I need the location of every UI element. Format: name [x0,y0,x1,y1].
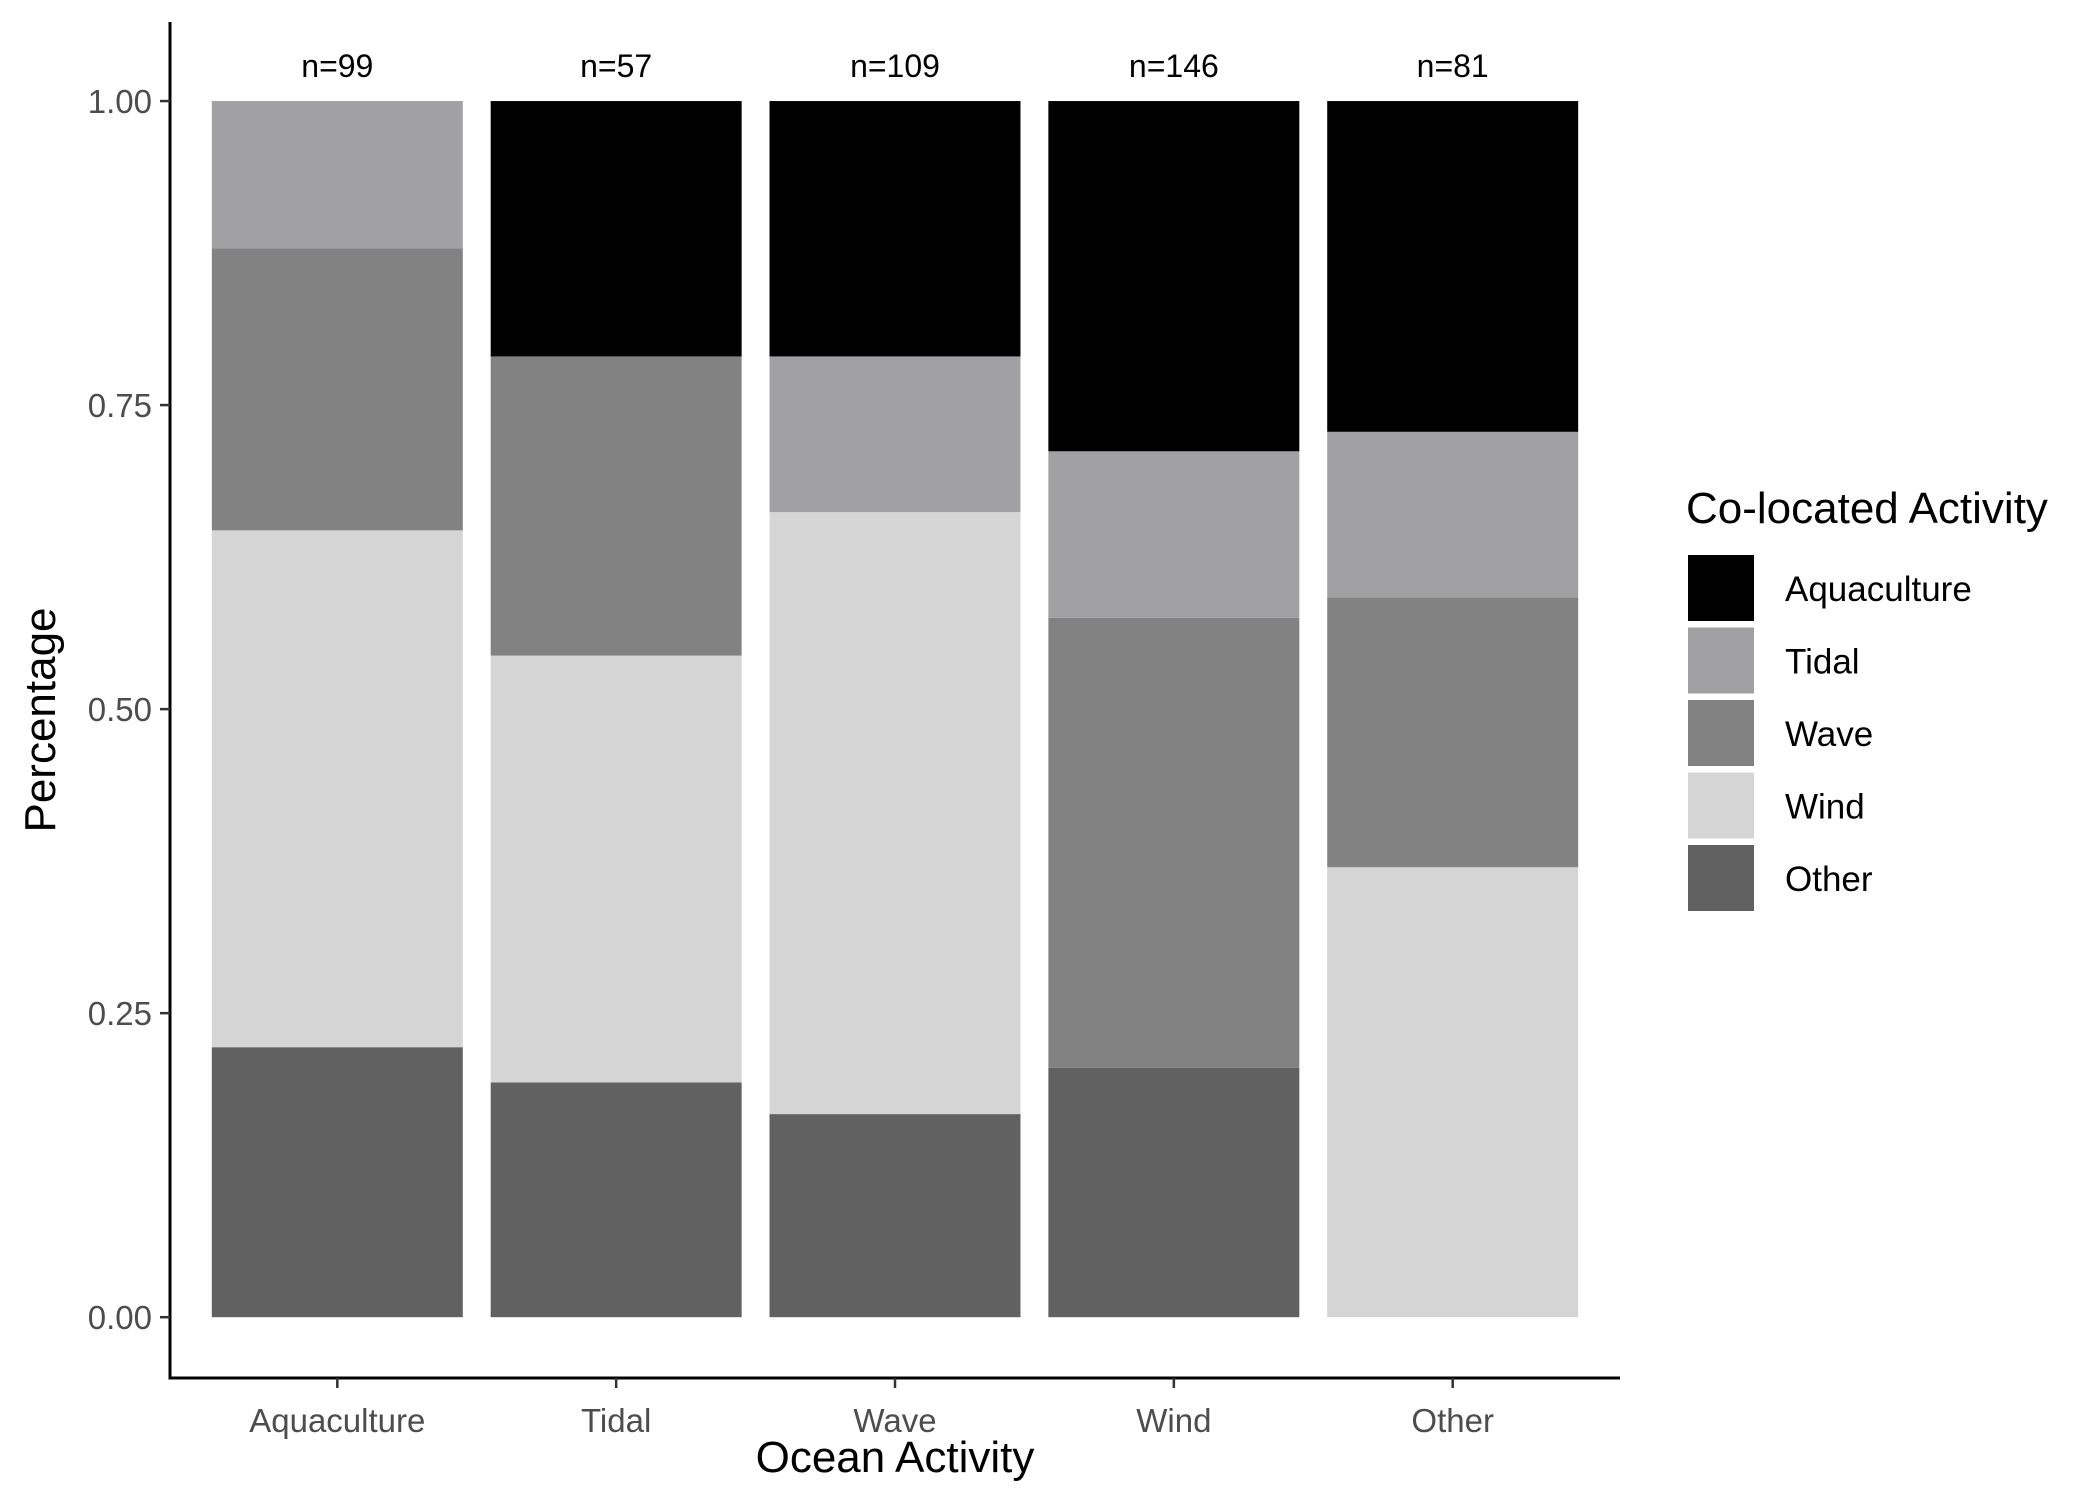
legend-swatch-wind [1688,772,1754,839]
x-axis-title: Ocean Activity [756,1433,1035,1482]
legend-label-wind: Wind [1785,788,1865,827]
x-tick-label-wind: Wind [1136,1402,1211,1439]
bar-aquaculture-tidal [211,101,463,249]
count-label-tidal: n=57 [580,48,652,84]
count-label-other: n=81 [1417,48,1489,84]
bar-wave-aquaculture [769,101,1021,357]
count-labels: n=99 n=57 n=109 n=146 n=81 [301,48,1488,84]
bar-wave-wind [769,512,1021,1115]
y-tick-label: 0.75 [88,387,152,424]
legend: Co-located Activity Aquaculture Tidal Wave… [1686,484,2048,911]
x-tick-label-tidal: Tidal [581,1402,651,1439]
legend-swatch-wave [1688,700,1754,766]
bar-tidal-other [490,1082,742,1318]
legend-swatch-tidal [1688,627,1754,694]
bar-aquaculture-wind [211,530,463,1048]
bar-wind-other [1048,1067,1300,1318]
y-tick-label: 0.00 [88,1299,152,1336]
y-tick-label: 1.00 [88,83,152,120]
x-tick-label-other: Other [1411,1402,1494,1439]
count-label-wind: n=146 [1129,48,1219,84]
bar-other-aquaculture [1327,101,1579,432]
bar-wind-tidal [1048,451,1300,618]
y-axis-title: Percentage [16,607,65,832]
legend-label-other: Other [1785,860,1873,899]
bar-aquaculture-wave [211,248,463,531]
bar-other-wave [1327,597,1579,868]
legend-swatch-aquaculture [1688,555,1754,621]
bar-wave-tidal [769,356,1021,513]
legend-label-aquaculture: Aquaculture [1785,570,1972,609]
bar-tidal-aquaculture [490,101,742,357]
x-tick-label-aquaculture: Aquaculture [249,1402,425,1439]
legend-title: Co-located Activity [1686,484,2048,533]
bar-tidal-wave [490,356,742,656]
x-tick-label-wave: Wave [853,1402,936,1439]
legend-label-wave: Wave [1785,715,1873,754]
bar-wind-wave [1048,617,1300,1068]
bar-other-tidal [1327,431,1579,598]
legend-label-tidal: Tidal [1785,643,1860,682]
bar-other-wind [1327,867,1579,1318]
legend-swatch-other [1688,845,1754,911]
y-axis-ticks: 0.00 0.25 0.50 0.75 1.00 [88,83,170,1336]
bars-layer [211,101,1579,1318]
bar-aquaculture-other [211,1047,463,1318]
bar-wave-other [769,1114,1021,1318]
count-label-aquaculture: n=99 [301,48,373,84]
legend-items: Aquaculture Tidal Wave Wind Other [1688,555,1972,911]
count-label-wave: n=109 [850,48,940,84]
x-axis-ticks: Aquaculture Tidal Wave Wind Other [249,1378,1494,1439]
y-tick-label: 0.25 [88,995,152,1032]
bar-wind-aquaculture [1048,101,1300,452]
bar-tidal-wind [490,655,742,1083]
y-tick-label: 0.50 [88,691,152,728]
